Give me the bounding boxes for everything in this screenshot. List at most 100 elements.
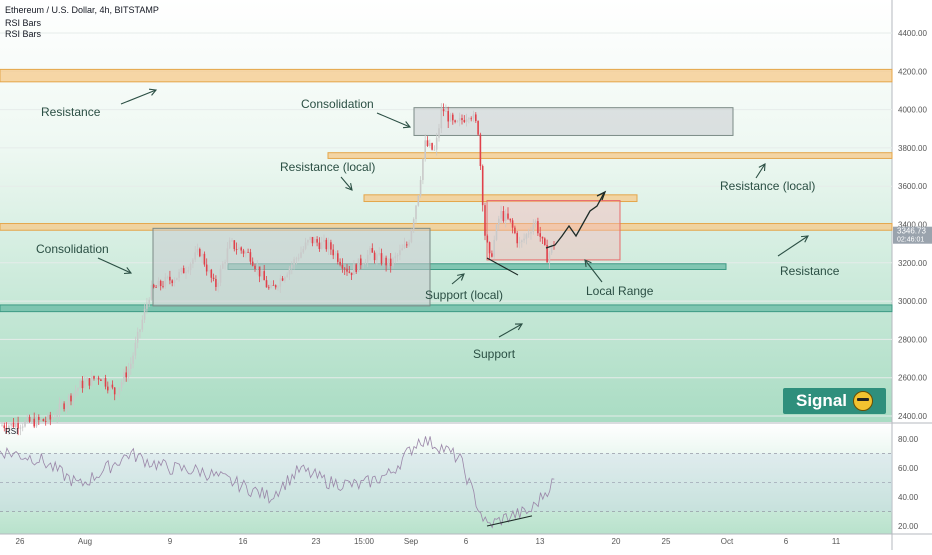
candle-body — [196, 249, 199, 253]
candle-body — [116, 394, 118, 396]
candle-body — [479, 134, 482, 167]
candle-body — [102, 378, 104, 381]
candle-body — [84, 381, 86, 389]
candle-body — [72, 393, 75, 402]
candle-body — [435, 137, 438, 150]
candle-body — [3, 425, 6, 429]
candle-body — [302, 248, 305, 253]
indicator-label[interactable]: RSI Bars — [5, 29, 42, 39]
resistance-zone — [0, 68, 893, 83]
candle-body — [40, 419, 42, 420]
x-tick-label: 13 — [536, 537, 545, 546]
candle-body — [166, 276, 169, 278]
annotation-arrow-head — [402, 121, 412, 129]
candle-body — [408, 242, 410, 246]
candle-body — [318, 242, 321, 249]
candle-body — [199, 249, 201, 257]
annotation-label: Resistance (local) — [280, 160, 375, 174]
candle-body — [192, 259, 194, 264]
candle-body — [47, 414, 49, 422]
candle-body — [49, 414, 52, 420]
candle-body — [406, 244, 408, 246]
candle-body — [77, 388, 79, 391]
candle-body — [141, 319, 144, 330]
candle-body — [429, 143, 431, 146]
candle-body — [120, 381, 123, 388]
local-range-box — [486, 200, 621, 261]
candle-body — [401, 248, 403, 251]
candle-body — [263, 271, 265, 281]
rsi-tick-label: 20.00 — [898, 522, 919, 531]
candle-body — [95, 377, 98, 379]
candle-body — [300, 252, 302, 258]
candle-body — [132, 355, 134, 364]
candle-body — [514, 227, 516, 234]
trend-line — [486, 257, 519, 276]
candle-body — [245, 251, 247, 254]
candle-body — [288, 268, 291, 275]
candle-body — [360, 258, 362, 266]
x-tick-label: Aug — [78, 537, 92, 546]
candle-body — [309, 236, 311, 241]
candle-body — [136, 331, 139, 343]
candle-body — [410, 229, 413, 243]
signal-label: Signal — [795, 391, 847, 410]
candle-body — [281, 278, 284, 281]
x-tick-label: Oct — [721, 537, 734, 546]
candle-body — [155, 287, 157, 288]
candle-body — [189, 263, 192, 271]
candle-body — [222, 263, 224, 269]
y-tick-label: 2800.00 — [898, 335, 927, 344]
candle-body — [24, 420, 26, 427]
candle-body — [109, 384, 111, 391]
candle-body — [369, 248, 371, 255]
x-tick-label: Sep — [404, 537, 419, 546]
candle-body — [270, 284, 272, 288]
y-tick-label: 3000.00 — [898, 297, 927, 306]
y-tick-label: 2400.00 — [898, 412, 927, 421]
candle-body — [256, 266, 259, 269]
candle-body — [511, 220, 514, 228]
annotation-label: Local Range — [586, 284, 654, 298]
candle-body — [465, 119, 468, 122]
candle-body — [392, 258, 394, 267]
candle-body — [10, 422, 12, 426]
candle-body — [215, 278, 217, 287]
candle-body — [537, 221, 539, 234]
annotation-arrow-head — [148, 88, 158, 96]
candle-body — [495, 224, 498, 240]
candle-body — [461, 118, 463, 121]
candle-body — [268, 287, 270, 289]
resistance-local-zone — [327, 152, 893, 159]
x-tick-label: 15:00 — [354, 537, 375, 546]
indicator-label[interactable]: RSI Bars — [5, 18, 42, 28]
candle-body — [380, 253, 383, 264]
candle-body — [205, 264, 208, 272]
x-tick-label: 16 — [239, 537, 248, 546]
candle-body — [348, 271, 351, 273]
candle-body — [488, 242, 491, 254]
candle-body — [54, 417, 56, 419]
candle-body — [442, 109, 445, 112]
candle-body — [26, 416, 29, 421]
candle-body — [65, 404, 68, 410]
candle-body — [346, 268, 348, 272]
candle-body — [61, 403, 63, 405]
candle-body — [286, 274, 288, 278]
symbol-title[interactable]: Ethereum / U.S. Dollar, 4h, BITSTAMP — [5, 5, 159, 15]
candle-body — [153, 284, 155, 288]
annotation-arrow — [498, 323, 523, 338]
candle-body — [415, 205, 417, 220]
candle-body — [389, 258, 392, 267]
rsi-line — [0, 436, 555, 529]
candle-body — [258, 266, 261, 277]
candle-body — [86, 378, 88, 382]
candle-body — [544, 238, 546, 245]
x-tick-label: 11 — [832, 537, 841, 546]
candle-body — [504, 213, 507, 221]
candle-body — [447, 111, 449, 122]
y-tick-label: 4000.00 — [898, 106, 927, 115]
candle-body — [320, 241, 323, 249]
